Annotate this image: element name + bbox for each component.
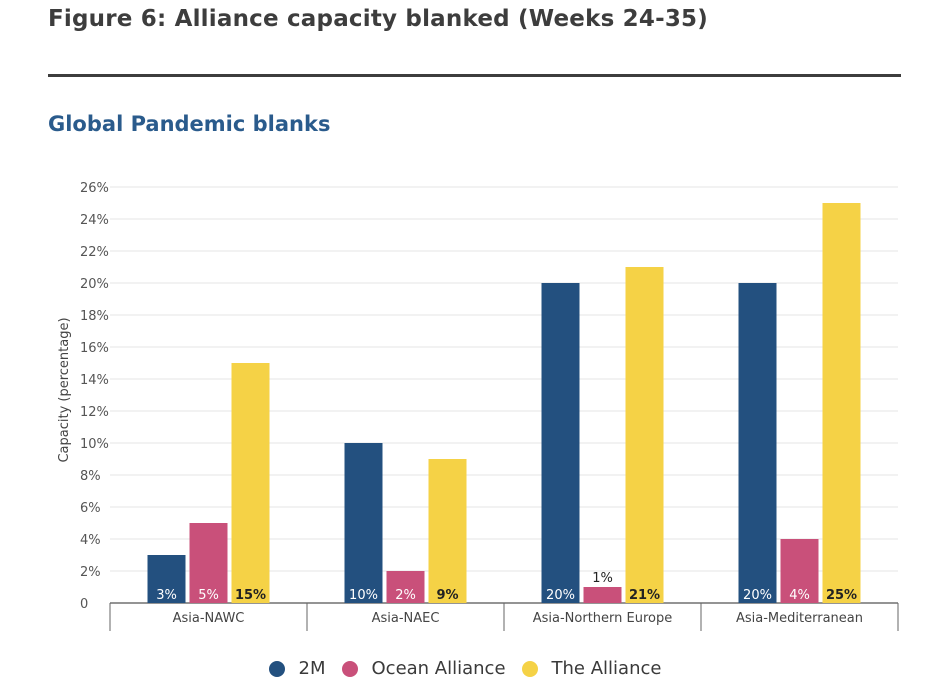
y-tick-label: 0 — [80, 597, 88, 612]
legend-swatch-2m — [268, 660, 285, 677]
y-tick-label: 8% — [80, 469, 101, 484]
legend-item-the-alliance: The Alliance — [521, 658, 662, 679]
legend-item-ocean-alliance: Ocean Alliance — [341, 658, 506, 679]
y-axis-title: Capacity (percentage) — [57, 317, 72, 462]
category-label: Asia-Mediterranean — [736, 611, 863, 626]
figure-title: Figure 6: Alliance capacity blanked (Wee… — [48, 6, 708, 32]
y-tick-label: 12% — [80, 405, 109, 420]
data-label: 1% — [592, 571, 613, 586]
y-tick-label: 10% — [80, 437, 109, 452]
y-tick-label: 26% — [80, 181, 109, 196]
bar-2m — [344, 443, 383, 603]
data-label: 9% — [436, 588, 458, 603]
y-tick-label: 16% — [80, 341, 109, 356]
bar-ocean-alliance — [583, 587, 622, 603]
legend-label-2m: 2M — [298, 658, 326, 679]
bar-the-alliance — [428, 459, 467, 603]
bar-2m — [541, 283, 580, 603]
legend-item-2m: 2M — [268, 658, 326, 679]
bar-chart: 0 2% 4% 6% 8% 10% 12% 14% 16% 18% 20% 22% 24% 26% Capa… — [57, 181, 899, 631]
bar-2m — [738, 283, 777, 603]
data-label: 21% — [629, 588, 660, 603]
y-tick-label: 22% — [80, 245, 109, 260]
category-label: Asia-NAWC — [173, 611, 245, 626]
data-label: 2% — [395, 588, 416, 603]
data-label: 4% — [789, 588, 810, 603]
bar-the-alliance — [231, 363, 270, 603]
category-label: Asia-Northern Europe — [533, 611, 673, 626]
y-tick-label: 20% — [80, 277, 109, 292]
category-label: Asia-NAEC — [372, 611, 440, 626]
bar-2m — [147, 555, 186, 603]
data-label: 5% — [198, 588, 219, 603]
y-tick-label: 2% — [80, 565, 101, 580]
chart-subtitle: Global Pandemic blanks — [48, 112, 331, 136]
legend-label-the-alliance: The Alliance — [551, 658, 662, 679]
y-tick-label: 24% — [80, 213, 109, 228]
legend-swatch-ocean-alliance — [341, 660, 358, 677]
bar-the-alliance — [625, 267, 664, 603]
data-label: 10% — [349, 588, 378, 603]
legend: 2M Ocean Alliance The Alliance — [0, 658, 930, 679]
legend-label-ocean-alliance: Ocean Alliance — [371, 658, 506, 679]
y-tick-label: 4% — [80, 533, 101, 548]
data-label: 3% — [156, 588, 177, 603]
y-tick-label: 6% — [80, 501, 101, 516]
legend-swatch-the-alliance — [521, 660, 538, 677]
data-label: 20% — [743, 588, 772, 603]
title-divider — [48, 74, 901, 77]
data-label: 25% — [826, 588, 857, 603]
bar-ocean-alliance — [386, 571, 425, 603]
y-tick-label: 14% — [80, 373, 109, 388]
bar-ocean-alliance — [780, 539, 819, 603]
y-tick-label: 18% — [80, 309, 109, 324]
bar-ocean-alliance — [189, 523, 228, 603]
data-label: 15% — [235, 588, 266, 603]
data-label: 20% — [546, 588, 575, 603]
bar-the-alliance — [822, 203, 861, 603]
